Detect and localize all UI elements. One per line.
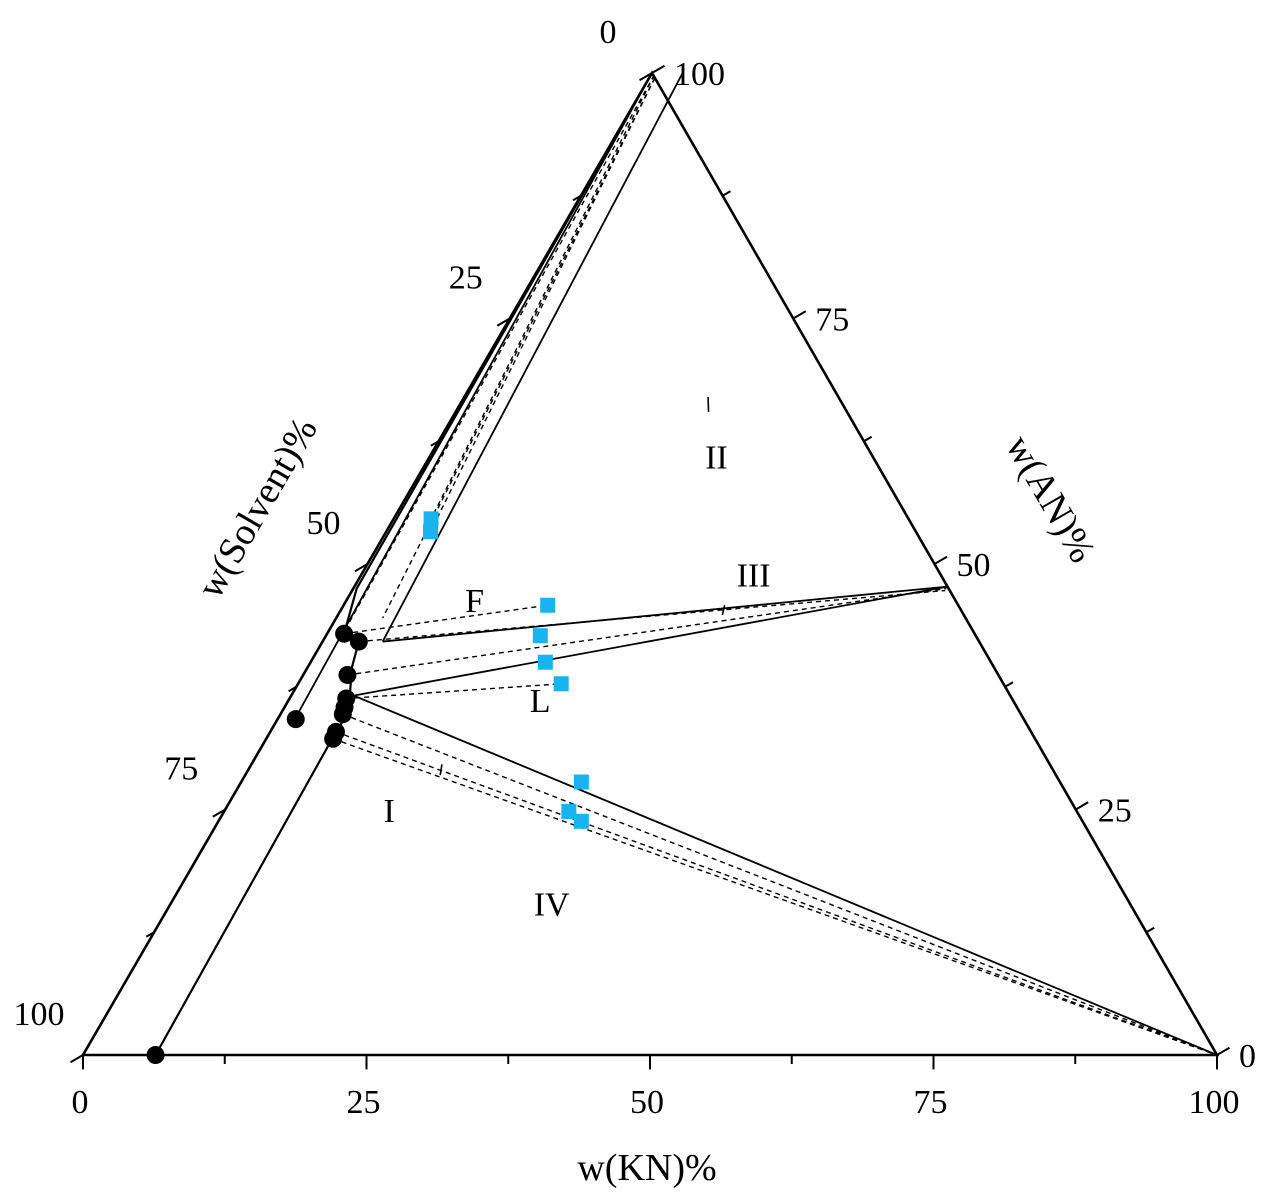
region-leader-line [721, 605, 726, 616]
solubility-point [146, 1046, 165, 1064]
solvent-axis-tick [145, 931, 155, 938]
region-leader-line [707, 397, 710, 412]
region-label-i: I [383, 793, 394, 830]
dashed-tie-line [342, 74, 655, 635]
solid-tie-line [382, 585, 948, 643]
kn-tick-label: 50 [630, 1084, 664, 1121]
region-leaders [439, 397, 726, 776]
dashed-tie-line [358, 589, 946, 643]
kn-tick-label: 25 [347, 1084, 381, 1121]
an-axis-tick [722, 190, 731, 197]
an-axis-tick [1004, 681, 1014, 688]
solvent-axis-tick [572, 194, 582, 202]
feed-point [540, 597, 556, 613]
region-label-f: F [465, 583, 484, 620]
feed-points [423, 511, 589, 829]
region-label-iv: IV [534, 886, 570, 923]
triangle-frame [80, 70, 1220, 1057]
kn-tick-label: 75 [914, 1084, 948, 1121]
solvent-tick-label: 75 [164, 751, 198, 788]
solubility-points [146, 624, 368, 1064]
an-axis-tick [863, 435, 873, 443]
solvent-tick-label: 50 [307, 505, 341, 542]
feed-point [537, 654, 553, 670]
an-axis-tick [933, 555, 948, 565]
kn-tick-label: 0 [72, 1084, 89, 1121]
an-tick-label: 25 [1098, 793, 1132, 830]
solubility-point [333, 705, 352, 724]
solvent-axis-tick [212, 808, 226, 818]
triangle-outline [80, 70, 1220, 1057]
feed-point [573, 774, 589, 790]
dashed-tie-line [332, 738, 1218, 1056]
an-tick-label: 0 [1239, 1038, 1256, 1075]
solubility-point [286, 710, 305, 729]
solvent-axis-title: w(Solvent)% [189, 411, 326, 606]
region-leader-line [439, 764, 443, 776]
an-axis-title: w(AN)% [997, 428, 1103, 570]
dashed-tie-line [347, 587, 947, 676]
an-tick-label: 75 [815, 302, 849, 339]
kn-tick-label: 100 [1189, 1084, 1240, 1121]
solvent-tick-label: 0 [600, 14, 617, 51]
dashed-tie-line [342, 713, 1218, 1056]
solid-tie-lines [297, 72, 1218, 1056]
solid-tie-line [381, 72, 684, 642]
an-tick-label: 50 [957, 547, 991, 584]
dashed-tie-line [335, 731, 1218, 1056]
solid-tie-line [353, 694, 1218, 1056]
solubility-point [349, 632, 368, 651]
feed-point [532, 628, 548, 644]
solid-tie-line [297, 72, 653, 713]
an-axis-tick [651, 64, 665, 74]
solvent-axis-tick [496, 317, 511, 327]
axis-ticks [70, 64, 1230, 1070]
feed-point [573, 813, 589, 829]
region-label-iii: III [737, 558, 771, 595]
solvent-axis-tick [639, 72, 653, 82]
solvent-axis-tick [70, 1054, 84, 1064]
feed-point [553, 676, 569, 692]
kn-axis-title: w(KN)% [577, 1147, 716, 1189]
solvent-tick-label: 25 [449, 260, 483, 297]
an-axis-tick [1145, 926, 1155, 934]
an-axis-tick [792, 310, 807, 320]
solubility-point [324, 729, 343, 748]
an-axis-tick [1216, 1046, 1230, 1056]
region-label-l: L [530, 683, 551, 720]
feed-point [423, 524, 439, 540]
feed-point [561, 803, 577, 819]
dashed-tie-lines [332, 74, 1218, 1056]
an-axis-tick [1075, 801, 1089, 811]
solvent-axis-tick [288, 685, 297, 693]
solubility-point [335, 624, 354, 643]
solubility-point [338, 665, 357, 684]
solvent-axis-tick [430, 440, 440, 447]
dashed-tie-line [344, 604, 548, 635]
solvent-axis-tick [354, 563, 369, 573]
region-label-ii: II [705, 440, 728, 477]
solvent-tick-label: 100 [14, 996, 65, 1033]
solid-tie-line [353, 585, 948, 697]
dashed-tie-line [382, 77, 656, 619]
feed-point [423, 511, 439, 527]
dashed-tie-line [430, 74, 655, 520]
